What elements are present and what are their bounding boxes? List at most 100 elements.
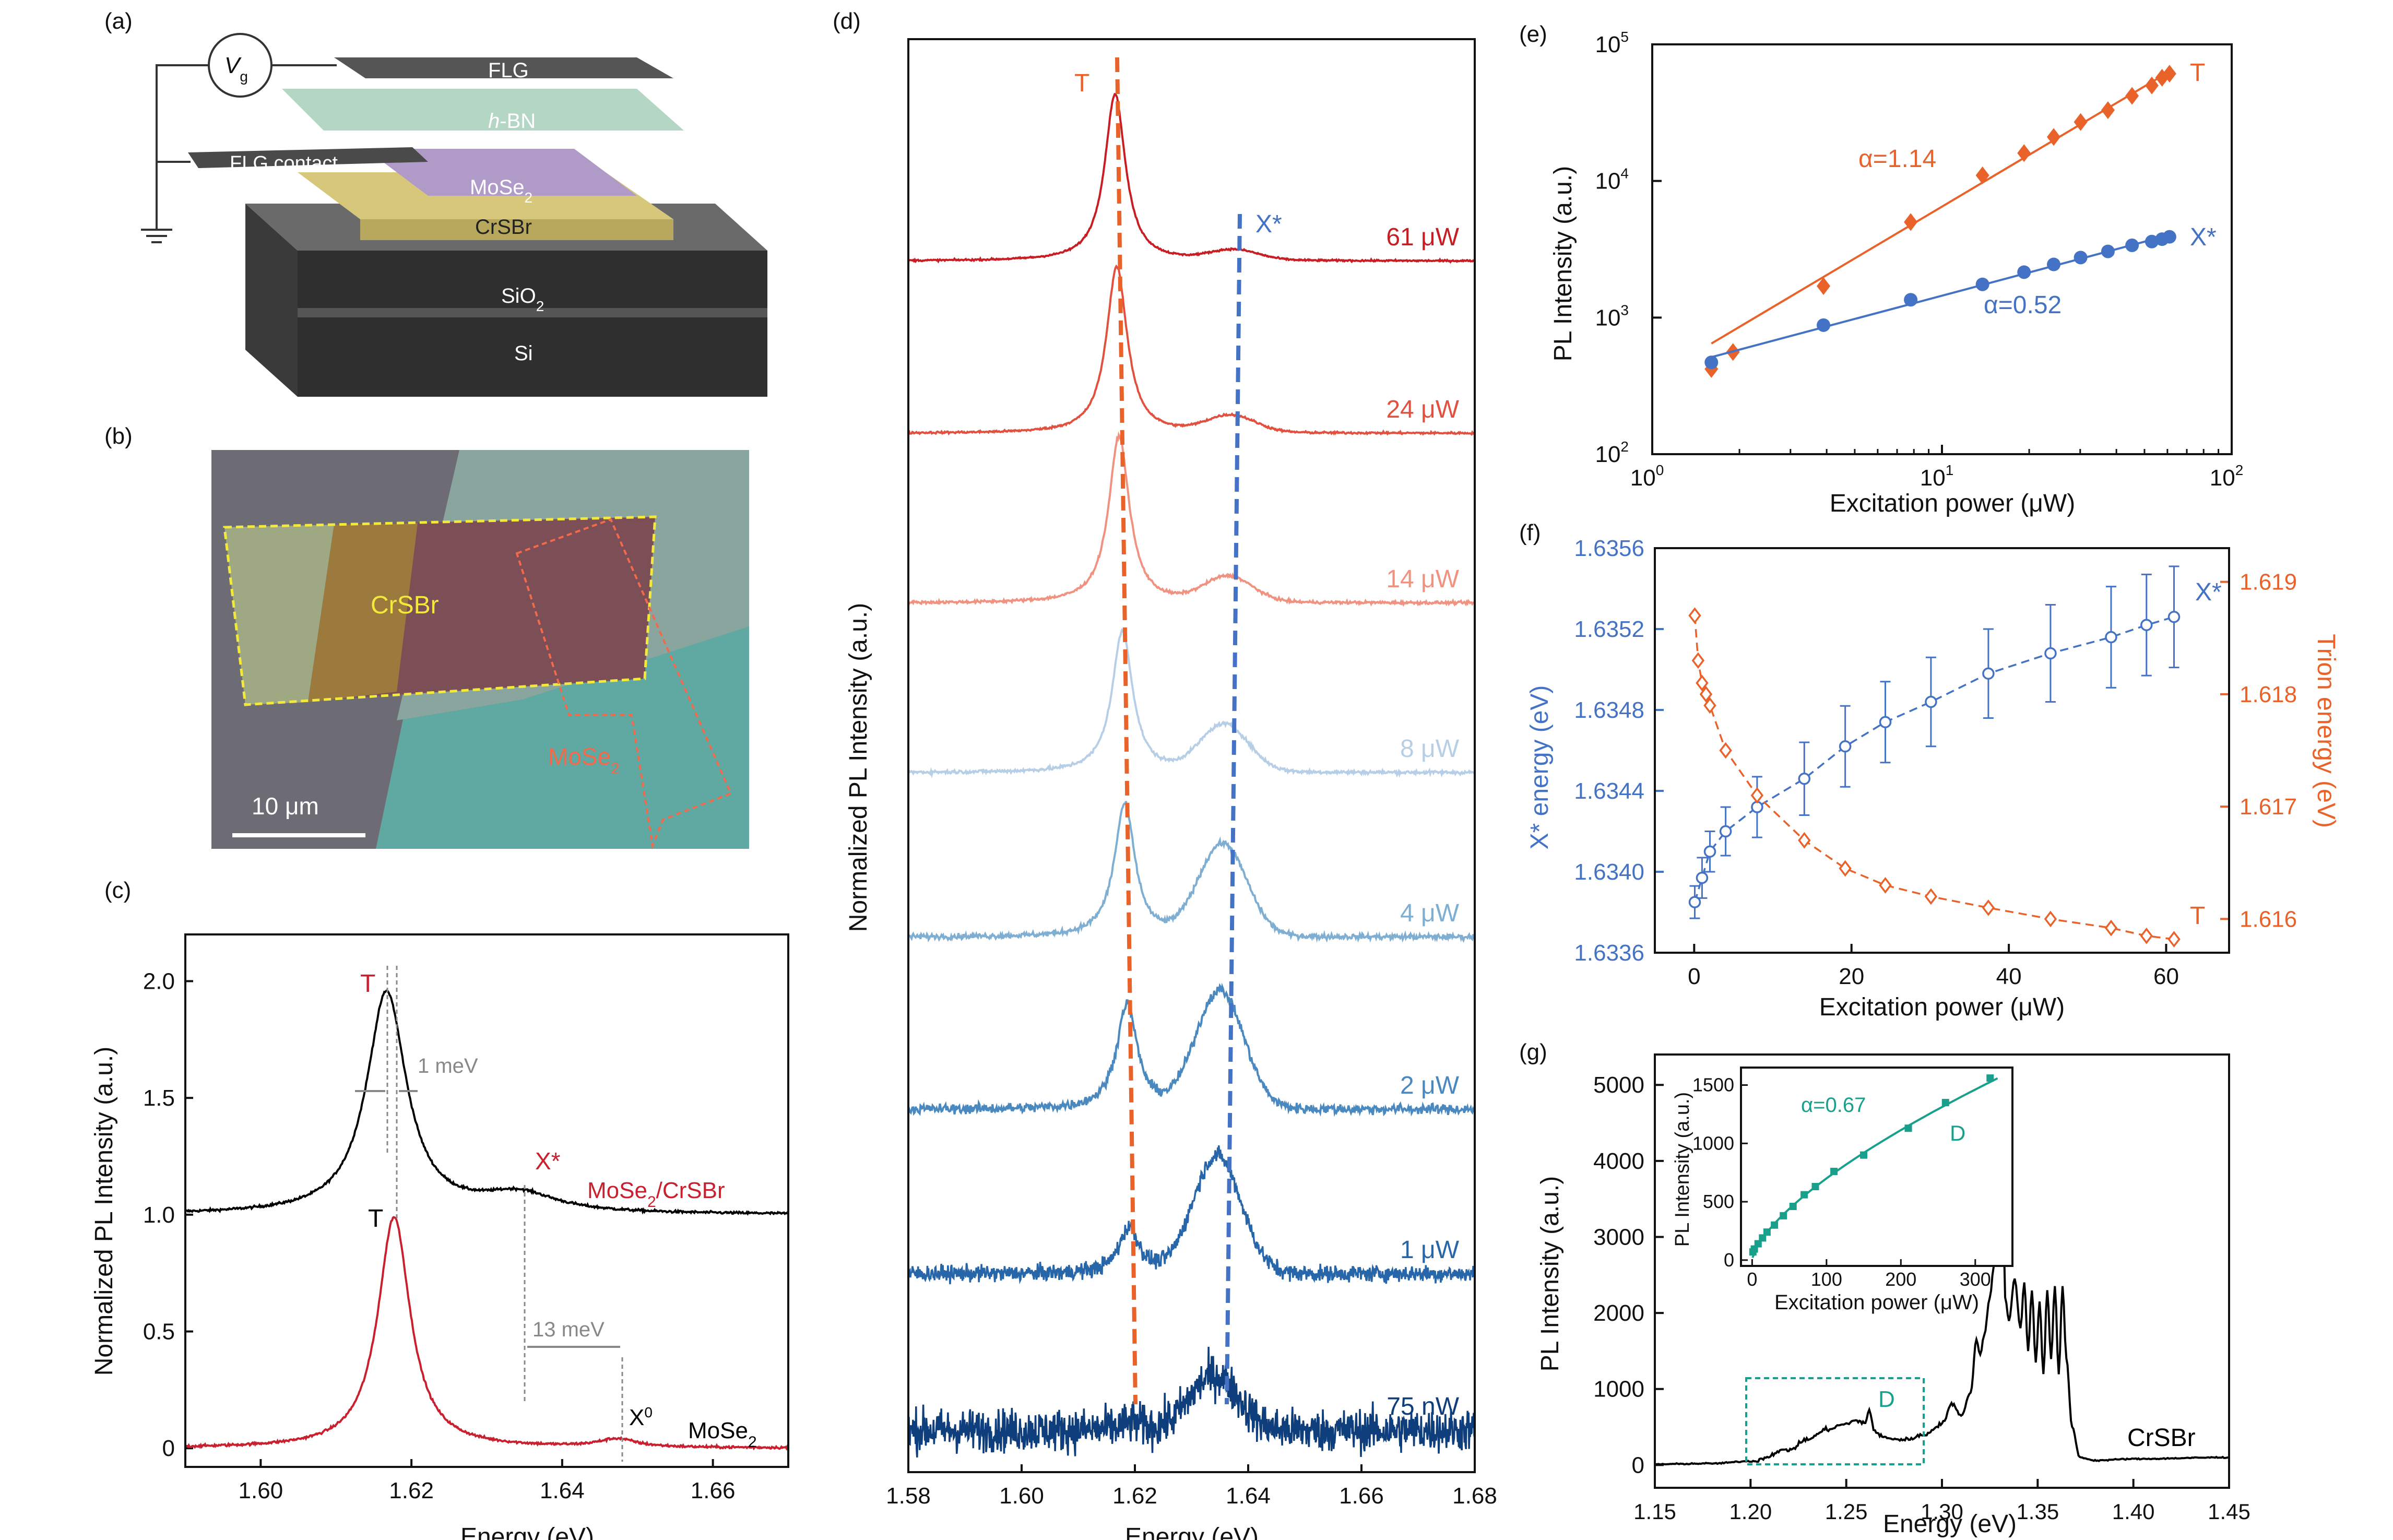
f-xtick-label: 0 (1688, 964, 1700, 989)
g-frame (1654, 1053, 2230, 1489)
e-point-x (2017, 265, 2031, 279)
panel-g: (g) PL Intensity (a.u.) Energy (eV) 1.15… (1519, 1039, 2250, 1538)
f-xtick-label: 20 (1839, 964, 1864, 989)
e-point-x (2047, 257, 2061, 271)
c-series-label-top: MoSe2/CrSBr (587, 1178, 725, 1211)
f-ticks: 0 20 40 60 1.6336 1.6340 1.6344 1.6348 1.6352 1.6… (1574, 536, 2297, 989)
f-fit-line (1693, 615, 2174, 940)
f-point-t (1688, 607, 1701, 624)
hbn-layer (282, 89, 684, 131)
gi-ytick-label: 1000 (1692, 1132, 1734, 1154)
e-point-x (1975, 277, 1989, 291)
f-point-x (1688, 896, 1701, 908)
g-inset-frame (1740, 1067, 2013, 1267)
gi-xtick-label: 200 (1885, 1269, 1916, 1290)
d-series-label: 14 μW (1386, 565, 1459, 593)
f-point-x (1798, 773, 1811, 785)
e-point-t (2125, 87, 2139, 105)
gi-point (1811, 1183, 1819, 1190)
d-xtick-label: 1.60 (999, 1483, 1044, 1509)
si-side (245, 204, 298, 397)
f-point-x (1925, 695, 1937, 708)
e-xtick-label: 101 (1920, 462, 1954, 491)
f-ytick-left-label: 1.6352 (1574, 617, 1644, 642)
f-point-x (1703, 845, 1716, 858)
d-curve (907, 1346, 1476, 1458)
panel-a-label: (a) (104, 8, 133, 34)
gi-point (1830, 1167, 1838, 1175)
gi-point (1904, 1124, 1912, 1132)
flg-label: FLG (488, 59, 529, 82)
c-label-t-bottom: T (368, 1205, 383, 1233)
f-point-x (1839, 740, 1852, 753)
panel-f-label: (f) (1519, 520, 1541, 546)
d-series-label: 75 nW (1387, 1393, 1459, 1420)
f-point-t (1696, 674, 1709, 692)
crsbr-edge (360, 219, 673, 240)
gi-xtick-label: 300 (1960, 1269, 1991, 1290)
gi-xtick-label: 0 (1747, 1269, 1757, 1290)
f-ytick-left-label: 1.6348 (1574, 697, 1644, 723)
flg-contact (188, 147, 428, 168)
si-front (298, 251, 767, 397)
g-xtick-label: 1.30 (1921, 1499, 1963, 1524)
d-xlabel: Energy (eV) (1125, 1523, 1259, 1540)
f-point-t (1703, 697, 1716, 714)
f-point-t (1750, 787, 1764, 804)
g-curve-crsbr (1654, 1070, 2230, 1466)
gate-source (208, 33, 273, 98)
g-ytick-label: 4000 (1593, 1148, 1644, 1174)
panel-d: (d) Normalized PL Intensity (a.u.) Energ… (833, 8, 1497, 1540)
e-ticks: 100 101 102 102 103 104 105 (1595, 29, 2243, 491)
e-plot (1704, 65, 2176, 378)
g-inset-plot (1749, 1074, 1998, 1259)
f-ytick-left-label: 1.6356 (1574, 536, 1644, 561)
gi-point (1986, 1074, 1994, 1082)
g-inset-ylabel: PL Intensity (a.u.) (1672, 1092, 1693, 1247)
e-point-t (2101, 101, 2115, 119)
d-series-label: 8 μW (1400, 735, 1460, 763)
d-guide-x (1225, 214, 1242, 1405)
c-label-x-top: X* (535, 1147, 561, 1175)
g-inset-series-label: D (1950, 1121, 1965, 1145)
c-ytick-label: 1.5 (143, 1085, 175, 1111)
d-series-label: 4 μW (1400, 899, 1460, 927)
d-curve (907, 627, 1475, 779)
e-xtick-label: 100 (1630, 462, 1664, 491)
g-ylabel: PL Intensity (a.u.) (1536, 1176, 1564, 1371)
e-fit-line (1711, 69, 2172, 345)
gi-point (1754, 1240, 1762, 1248)
crsbr-layer-label: CrSBr (475, 216, 532, 239)
gi-ytick-label: 500 (1703, 1191, 1734, 1212)
sio2-line (298, 308, 767, 317)
f-point-t (1699, 685, 1713, 703)
e-point-t (1817, 277, 1831, 295)
f-point-t (2104, 919, 2118, 937)
g-xtick-label: 1.15 (1633, 1499, 1676, 1524)
scalebar-label: 10 μm (252, 792, 319, 820)
d-xtick-label: 1.68 (1452, 1483, 1497, 1509)
c-ytick-label: 1.0 (143, 1202, 175, 1228)
c-frame (184, 933, 789, 1468)
g-ticks: 1.15 1.20 1.25 1.30 1.35 1.40 1.45010002000300… (1593, 1072, 2250, 1524)
f-point-t (1839, 860, 1852, 877)
gi-point (1860, 1151, 1868, 1159)
e-point-x (2074, 251, 2088, 265)
e-xlabel: Excitation power (μW) (1830, 490, 2075, 517)
d-series-label: 61 μW (1386, 223, 1459, 251)
flg-contact-label: FLG contact (230, 152, 338, 174)
e-frame (1651, 43, 2233, 455)
e-fit-line (1711, 233, 2172, 359)
f-ytick-right-label: 1.618 (2240, 682, 2297, 707)
e-point-t (2074, 113, 2088, 131)
c-shift-x: 13 meV (532, 1318, 605, 1341)
g-inset-ticks: 0 100 200 300 0 500 1000 1500 (1692, 1074, 1991, 1290)
panel-c: (c) Normalized PL Intensity (a.u.) Energ… (90, 878, 789, 1540)
mose2-layer (365, 149, 637, 196)
e-series-label-x: X* (2190, 223, 2217, 251)
e-point-x (2145, 234, 2159, 248)
gi-point (1780, 1212, 1787, 1219)
d-curve (907, 431, 1475, 607)
crsbr-flake-light (224, 525, 334, 705)
f-plot (1688, 565, 2181, 948)
